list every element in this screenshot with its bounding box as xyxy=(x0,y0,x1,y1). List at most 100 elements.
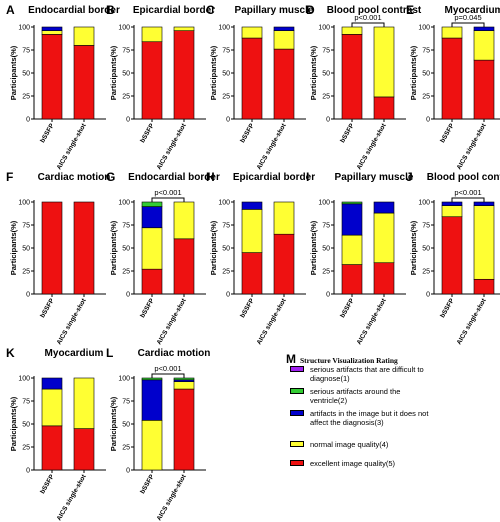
y-axis-label: Participants(%) xyxy=(109,45,118,100)
panel-j: J Blood pool contrast Participants(%) 0 25 50… xyxy=(406,170,500,346)
panel-letter: F xyxy=(6,170,13,184)
bar-segment xyxy=(341,234,363,265)
bar-segment xyxy=(373,201,395,214)
y-tick-label: 100 xyxy=(318,24,330,31)
legend-label-rating-1: serious artifacts that are difficult to … xyxy=(310,365,424,383)
y-tick-label: 50 xyxy=(22,421,30,428)
bar-segment xyxy=(373,262,395,295)
x-tick-label: bSSFP xyxy=(339,122,356,144)
y-axis-label: Participants(%) xyxy=(409,45,418,100)
panel-letter: L xyxy=(106,346,113,360)
y-tick-label: 50 xyxy=(422,70,430,77)
bar-segment xyxy=(241,252,263,295)
bar-segment xyxy=(41,377,63,390)
y-tick-label: 25 xyxy=(22,93,30,100)
bar-segment xyxy=(441,201,463,206)
x-tick-label: AICS single-shot xyxy=(156,122,188,171)
y-tick-label: 100 xyxy=(418,24,430,31)
x-tick-label: bSSFP xyxy=(439,297,456,319)
bar-segment xyxy=(41,201,63,295)
y-tick-label: 50 xyxy=(322,245,330,252)
bar-segment xyxy=(273,48,295,120)
y-tick-label: 50 xyxy=(222,245,230,252)
x-tick-label: bSSFP xyxy=(139,122,156,144)
panel-letter: C xyxy=(206,3,215,17)
y-axis-label: Participants(%) xyxy=(309,220,318,275)
panel-title: Papillary muscle xyxy=(235,5,314,16)
bar-segment xyxy=(173,388,195,471)
y-tick-label: 100 xyxy=(118,199,130,206)
y-tick-label: 25 xyxy=(322,268,330,275)
y-tick-label: 0 xyxy=(126,291,130,298)
y-tick-label: 25 xyxy=(22,444,30,451)
y-tick-label: 25 xyxy=(222,93,230,100)
bar-segment xyxy=(473,278,495,295)
legend-title-text: Structure Visualization Rating xyxy=(300,356,398,365)
legend-label-rating-5: excellent image quality(5) xyxy=(310,459,396,468)
legend-swatch-rating-2 xyxy=(290,388,304,394)
significance-bracket xyxy=(351,22,385,27)
x-tick-label: AICS single-shot xyxy=(356,297,388,346)
bar-segment xyxy=(41,26,63,31)
panel-letter: I xyxy=(306,170,309,184)
panel-letter: G xyxy=(106,170,115,184)
legend-swatch-rating-4 xyxy=(290,441,304,447)
bar-segment xyxy=(473,201,495,206)
y-tick-label: 0 xyxy=(126,116,130,123)
x-tick-label: AICS single-shot xyxy=(156,297,188,346)
legend-swatch-rating-5 xyxy=(290,460,304,466)
y-tick-label: 0 xyxy=(426,291,430,298)
y-tick-label: 50 xyxy=(122,245,130,252)
significance-bracket xyxy=(151,373,185,378)
bar-segment xyxy=(441,26,463,39)
y-tick-label: 0 xyxy=(226,291,230,298)
y-tick-label: 25 xyxy=(122,268,130,275)
y-tick-label: 100 xyxy=(18,24,30,31)
y-tick-label: 100 xyxy=(418,199,430,206)
bar-segment xyxy=(241,26,263,39)
y-tick-label: 100 xyxy=(18,375,30,382)
y-tick-label: 75 xyxy=(22,398,30,405)
bar-segment xyxy=(173,30,195,120)
y-tick-label: 75 xyxy=(122,222,130,229)
y-tick-label: 0 xyxy=(26,116,30,123)
y-tick-label: 25 xyxy=(322,93,330,100)
x-tick-label: bSSFP xyxy=(39,473,56,495)
panel-k: K Myocardium Participants(%) 0 25 50 75 100 bSSF… xyxy=(6,346,106,522)
panel-letter: D xyxy=(306,3,315,17)
y-tick-label: 50 xyxy=(122,70,130,77)
panel-title: Myocardium xyxy=(445,5,500,16)
y-tick-label: 75 xyxy=(322,47,330,54)
y-tick-label: 75 xyxy=(122,398,130,405)
bar-segment xyxy=(241,37,263,120)
y-tick-label: 0 xyxy=(326,116,330,123)
y-tick-label: 50 xyxy=(222,70,230,77)
x-tick-label: AICS single-shot xyxy=(256,297,288,346)
bar-segment xyxy=(373,26,395,98)
panel-title: Blood pool contrast xyxy=(427,172,500,183)
legend-label-rating-2: serious artifacts around the ventricle(2… xyxy=(310,387,401,405)
bar-segment xyxy=(373,212,395,264)
p-value-label: p=0.045 xyxy=(454,13,481,22)
panel-letter: J xyxy=(406,170,413,184)
bar-segment xyxy=(341,201,363,205)
y-tick-label: 0 xyxy=(26,467,30,474)
panel-c: C Papillary muscle Participants(%) 0 25 50 75 1… xyxy=(206,3,314,171)
y-tick-label: 100 xyxy=(18,199,30,206)
y-tick-label: 100 xyxy=(318,199,330,206)
bar-segment xyxy=(141,41,163,120)
y-tick-label: 0 xyxy=(326,291,330,298)
x-tick-label: bSSFP xyxy=(239,122,256,144)
panel-letter: A xyxy=(6,3,15,17)
bar-segment xyxy=(341,264,363,295)
bar-segment xyxy=(141,377,163,381)
y-tick-label: 50 xyxy=(422,245,430,252)
bar-segment xyxy=(41,388,63,427)
y-tick-label: 50 xyxy=(22,70,30,77)
bar-segment xyxy=(41,34,63,120)
y-tick-label: 75 xyxy=(222,47,230,54)
bar-segment xyxy=(273,201,295,235)
bar-segment xyxy=(73,377,95,429)
panel-letter: B xyxy=(106,3,115,17)
bar-segment xyxy=(441,205,463,218)
